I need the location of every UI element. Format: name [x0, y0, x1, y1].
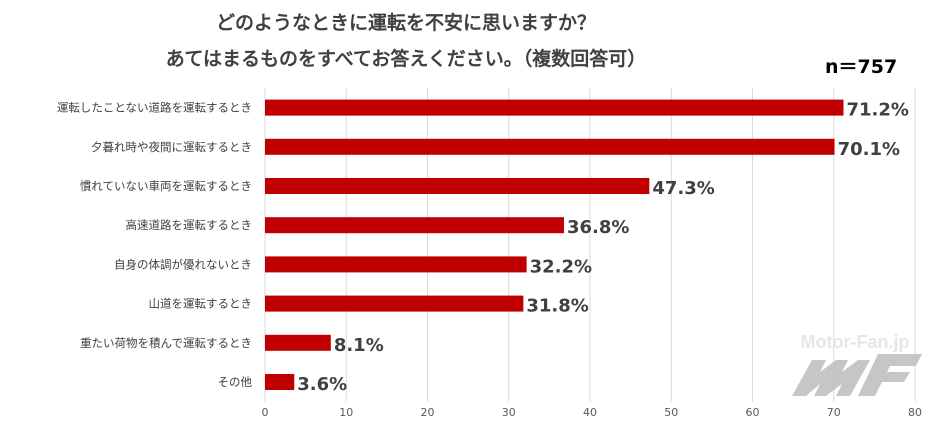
- x-tick-label: 40: [583, 406, 597, 419]
- category-label: 山道を運転するとき: [149, 297, 253, 311]
- bar: [265, 217, 564, 234]
- chart-subtitle: あてはまるものをすべてお答えください。（複数回答可）: [165, 48, 647, 70]
- bar: [265, 138, 835, 155]
- bar: [265, 178, 650, 194]
- chart-title: どのようなときに運転を不安に思いますか？: [215, 12, 596, 34]
- data-label: 36.8%: [567, 217, 629, 238]
- data-label: 31.8%: [526, 296, 588, 317]
- category-label: 高速道路を運転するとき: [126, 218, 253, 232]
- data-label: 3.6%: [297, 374, 347, 395]
- x-tick-label: 50: [664, 406, 678, 419]
- data-label: 8.1%: [334, 335, 384, 356]
- category-label: 運転したことない道路を運転するとき: [57, 101, 252, 115]
- bar: [265, 256, 527, 273]
- bar: [265, 99, 844, 116]
- x-tick-label: 80: [908, 406, 922, 419]
- bar: [265, 374, 295, 390]
- bar: [265, 334, 331, 351]
- category-label: 自身の体調が優れないとき: [114, 257, 252, 271]
- x-tick-label: 60: [746, 406, 760, 419]
- logo-f-shape: [858, 354, 922, 396]
- x-tick-label: 70: [827, 406, 841, 419]
- data-label: 32.2%: [530, 256, 592, 277]
- data-label: 47.3%: [652, 178, 714, 199]
- category-label: 重たい荷物を積んで運転するとき: [80, 336, 252, 350]
- category-label: 慣れていない車両を運転するとき: [80, 179, 252, 193]
- sample-size: n＝757: [825, 56, 898, 78]
- x-tick-label: 20: [421, 406, 435, 419]
- x-tick-label: 10: [339, 406, 353, 419]
- category-label: 夕暮れ時や夜間に運転するとき: [91, 140, 252, 154]
- data-label: 70.1%: [838, 139, 900, 160]
- data-label: 71.2%: [847, 100, 909, 121]
- category-label: その他: [218, 375, 253, 389]
- x-tick-label: 0: [262, 406, 269, 419]
- watermark-text: Motor-Fan.jp: [801, 332, 910, 352]
- motor-fan-logo-watermark: Motor-Fan.jp: [792, 332, 922, 396]
- logo-m-shape: [792, 360, 870, 396]
- bar: [265, 295, 524, 312]
- x-tick-label: 30: [502, 406, 516, 419]
